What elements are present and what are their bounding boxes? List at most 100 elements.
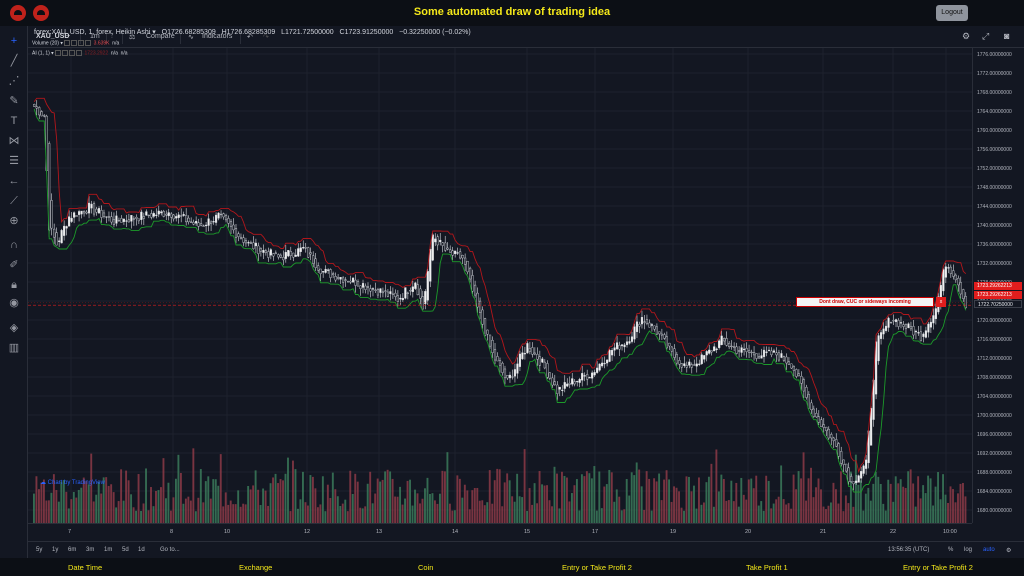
volume-bar [792, 474, 795, 523]
candle [224, 215, 228, 221]
note-close-button[interactable]: x [936, 297, 946, 307]
volume-bar [568, 501, 571, 523]
candle [508, 374, 512, 379]
candle [668, 342, 671, 347]
volume-bar [187, 496, 190, 523]
volume-bar [471, 490, 474, 523]
time-axis[interactable]: 7 8 10 12 13 14 15 17 19 20 21 22 10:00 [28, 523, 972, 541]
trend-line-icon[interactable]: ╱ [10, 55, 18, 67]
volume-bar [628, 495, 631, 523]
volume-bar [426, 477, 429, 523]
interval-button[interactable]: 1m [90, 33, 100, 40]
page-title: Some automated draw of trading idea [413, 6, 611, 18]
crosshair-icon[interactable]: + [10, 35, 18, 47]
bar-style-icon[interactable]: ⫶ [111, 33, 113, 40]
forecast-icon[interactable]: ☰ [9, 155, 19, 167]
price-axis[interactable]: 1776.00000000 1772.00000000 1768.00000000 1… [972, 48, 1024, 523]
layers-icon[interactable]: ◈ [9, 322, 19, 334]
volume-bar [125, 470, 128, 523]
volume-bar [424, 488, 426, 523]
candle [630, 336, 634, 342]
volume-bar [944, 494, 947, 523]
range-3m[interactable]: 3m [86, 547, 95, 553]
indicators-button[interactable]: Indicators [202, 33, 233, 40]
candle [43, 115, 46, 117]
candle [772, 350, 776, 353]
candle [491, 340, 494, 354]
tradingview-watermark[interactable]: ☁ Chart by TradingView [40, 480, 105, 486]
candle [155, 214, 158, 216]
candle [351, 277, 355, 283]
volume-bar [590, 478, 593, 523]
range-5y[interactable]: 5y [36, 547, 43, 553]
volume-bar [157, 490, 160, 523]
chart-settings-icon[interactable]: ⚙ [1006, 548, 1012, 554]
compare-button[interactable]: Compare [146, 33, 175, 40]
volume-bar [518, 496, 521, 523]
volume-bar [87, 484, 90, 523]
candle [840, 451, 843, 464]
volume-bar [147, 510, 150, 523]
volume-bar [553, 466, 556, 523]
magnet-icon[interactable]: ∩ [10, 239, 18, 251]
price-tick: 1764.00000000 [977, 109, 1012, 115]
brush-icon[interactable]: ✎ [9, 95, 19, 107]
candle [314, 258, 317, 268]
compare-icon[interactable]: ⚖ [129, 34, 136, 41]
range-1m[interactable]: 1m [104, 547, 113, 553]
legend-series[interactable]: forex:XAU_USD, 1, forex, Heikin Ashi [34, 29, 151, 36]
goto-button[interactable]: Go to... [160, 547, 180, 553]
redo-icon[interactable]: ↷ [263, 34, 269, 41]
lock-drawing-icon[interactable]: ✐ [9, 259, 19, 271]
time-tick: 15 [524, 529, 531, 535]
time-tick: 13 [376, 529, 383, 535]
fib-icon[interactable]: ⋰ [8, 75, 20, 87]
eye-icon[interactable]: ◉ [9, 297, 19, 309]
candle [638, 324, 641, 327]
ai-label[interactable]: AI (1, 1) [32, 50, 50, 57]
price-chart[interactable] [28, 48, 972, 523]
trash-icon[interactable]: ▥ [8, 342, 20, 354]
volume-bar [321, 476, 324, 523]
volume-label[interactable]: Volume (20) [32, 40, 59, 47]
ruler-icon[interactable]: ⟋ [10, 195, 18, 207]
logout-button[interactable]: Logout [936, 5, 968, 21]
candle [381, 291, 385, 294]
volume-bar [90, 453, 93, 523]
volume-bar [710, 463, 713, 523]
auto-toggle[interactable]: auto [983, 547, 995, 553]
camera-icon[interactable]: ◙ [1004, 31, 1010, 41]
range-1d[interactable]: 1d [138, 547, 145, 553]
fullscreen-icon[interactable]: ⤢ [982, 31, 990, 41]
pattern-icon[interactable]: ⋈ [8, 135, 20, 147]
symbol-search[interactable]: XAU_USD [36, 33, 70, 40]
volume-bar [401, 504, 404, 523]
candle [229, 221, 233, 227]
undo-icon[interactable]: ↶ [247, 34, 253, 41]
volume-bar [341, 503, 344, 523]
candle [63, 225, 66, 236]
candle [127, 219, 130, 223]
lock-icon[interactable]: 🔒︎ [11, 279, 17, 291]
settings-gear-icon[interactable]: ⚙ [962, 31, 971, 41]
indicators-icon[interactable]: ∿ [188, 34, 194, 41]
log-toggle[interactable]: log [964, 547, 973, 553]
range-5d[interactable]: 5d [122, 547, 129, 553]
volume-bar [85, 481, 88, 523]
volume-bar [777, 496, 780, 523]
range-1y[interactable]: 1y [52, 547, 59, 553]
candle [596, 367, 599, 373]
drawing-toolbar: + ╱ ⋰ ✎ T ⋈ ☰ ← ⟋ ⊕ ∩ ✐ 🔒︎ ◉ ◈ ▥ [0, 26, 28, 558]
candle [805, 386, 808, 398]
volume-bar [267, 505, 270, 523]
volume-bar [603, 486, 606, 523]
back-arrow-icon[interactable]: ← [8, 175, 20, 187]
zoom-icon[interactable]: ⊕ [9, 215, 19, 227]
candle [516, 363, 519, 374]
percent-toggle[interactable]: % [948, 547, 954, 553]
text-icon[interactable]: T [10, 115, 18, 127]
candle [700, 354, 703, 365]
candle [349, 280, 352, 283]
volume-bar [725, 500, 728, 523]
range-6m[interactable]: 6m [68, 547, 77, 553]
